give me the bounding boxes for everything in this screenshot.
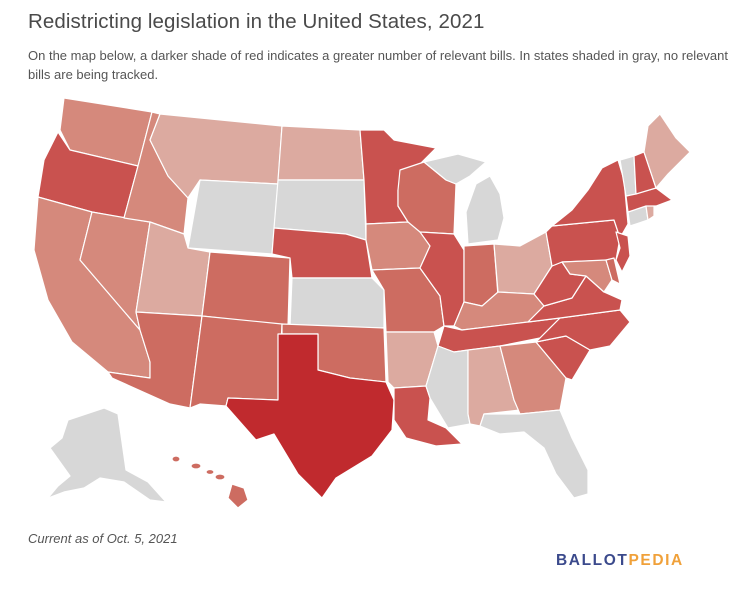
state-fl[interactable] xyxy=(479,409,589,499)
state-me[interactable] xyxy=(643,113,691,189)
state-co[interactable] xyxy=(201,251,291,327)
state-mi[interactable] xyxy=(423,153,505,245)
state-ks[interactable] xyxy=(289,277,385,329)
state-de[interactable] xyxy=(605,257,621,285)
state-nj[interactable] xyxy=(615,231,631,273)
state-nd[interactable] xyxy=(277,125,365,181)
state-nm[interactable] xyxy=(189,315,283,409)
state-hi[interactable] xyxy=(171,455,249,509)
footnote-date: Current as of Oct. 5, 2021 xyxy=(28,531,178,546)
logo-part-ballot: BALLOT xyxy=(556,552,629,569)
state-ny[interactable] xyxy=(551,159,629,239)
map-title: Redistricting legislation in the United … xyxy=(28,10,485,33)
logo-part-pedia: PEDIA xyxy=(628,552,684,569)
state-tx[interactable] xyxy=(225,333,395,499)
state-il[interactable] xyxy=(419,231,465,327)
map-subtitle: On the map below, a darker shade of red … xyxy=(28,48,728,82)
state-wy[interactable] xyxy=(187,179,279,255)
state-ak[interactable] xyxy=(47,407,167,503)
ballotpedia-logo: BALLOTPEDIA xyxy=(556,552,684,570)
